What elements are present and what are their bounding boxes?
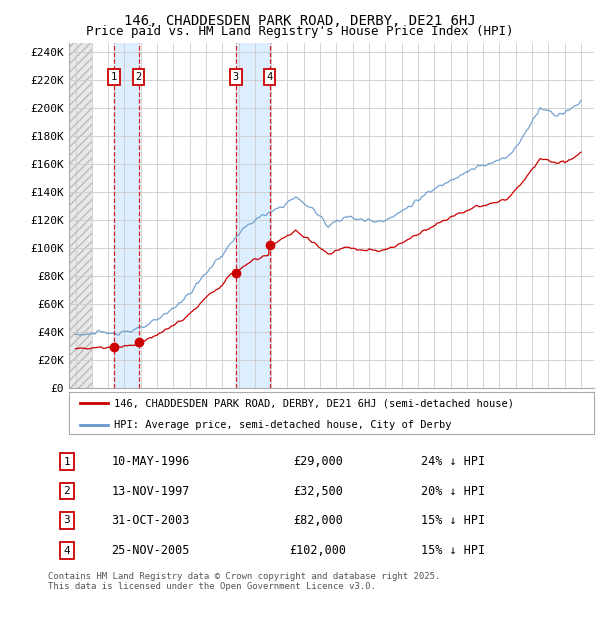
Text: £102,000: £102,000 — [290, 544, 347, 557]
Text: 3: 3 — [64, 515, 70, 525]
Text: 4: 4 — [64, 546, 70, 556]
Text: £32,500: £32,500 — [293, 485, 343, 497]
Text: 31-OCT-2003: 31-OCT-2003 — [112, 514, 190, 527]
Bar — [114, 43, 139, 388]
Text: 146, CHADDESDEN PARK ROAD, DERBY, DE21 6HJ (semi-detached house): 146, CHADDESDEN PARK ROAD, DERBY, DE21 6… — [113, 398, 514, 408]
Text: 1: 1 — [111, 72, 117, 82]
Text: 146, CHADDESDEN PARK ROAD, DERBY, DE21 6HJ: 146, CHADDESDEN PARK ROAD, DERBY, DE21 6… — [124, 14, 476, 28]
Text: 13-NOV-1997: 13-NOV-1997 — [112, 485, 190, 497]
Text: 20% ↓ HPI: 20% ↓ HPI — [421, 485, 485, 497]
Text: 15% ↓ HPI: 15% ↓ HPI — [421, 514, 485, 527]
Text: 2: 2 — [136, 72, 142, 82]
Bar — [236, 43, 269, 388]
Text: 4: 4 — [266, 72, 272, 82]
Text: £82,000: £82,000 — [293, 514, 343, 527]
Text: 15% ↓ HPI: 15% ↓ HPI — [421, 544, 485, 557]
Text: 2: 2 — [64, 486, 70, 496]
Text: 24% ↓ HPI: 24% ↓ HPI — [421, 455, 485, 468]
Text: 3: 3 — [233, 72, 239, 82]
Text: Contains HM Land Registry data © Crown copyright and database right 2025.
This d: Contains HM Land Registry data © Crown c… — [48, 572, 440, 591]
Text: 25-NOV-2005: 25-NOV-2005 — [112, 544, 190, 557]
Text: Price paid vs. HM Land Registry's House Price Index (HPI): Price paid vs. HM Land Registry's House … — [86, 25, 514, 38]
Text: 10-MAY-1996: 10-MAY-1996 — [112, 455, 190, 468]
Text: HPI: Average price, semi-detached house, City of Derby: HPI: Average price, semi-detached house,… — [113, 420, 451, 430]
Text: £29,000: £29,000 — [293, 455, 343, 468]
Text: 1: 1 — [64, 457, 70, 467]
